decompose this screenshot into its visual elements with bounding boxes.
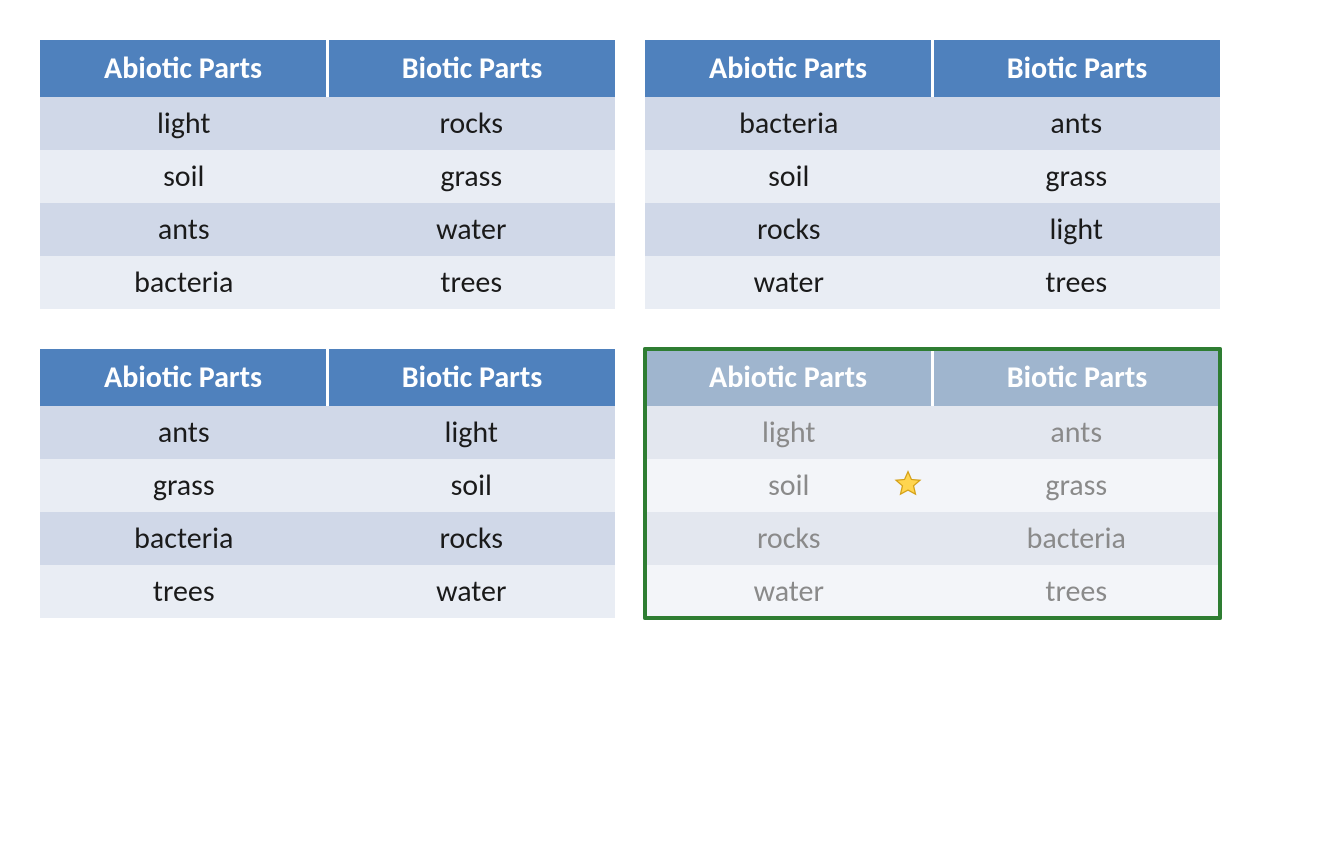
table-row: rocksbacteria: [645, 512, 1220, 565]
cell: bacteria: [40, 256, 328, 309]
table-row: bacteriaants: [645, 97, 1220, 150]
table-row: bacteriarocks: [40, 512, 615, 565]
table-row: antswater: [40, 203, 615, 256]
table-row: soil grass: [645, 459, 1220, 512]
cell: soil: [328, 459, 616, 512]
cell: ants: [933, 97, 1221, 150]
cell: trees: [40, 565, 328, 618]
cell: grass: [933, 150, 1221, 203]
cell: bacteria: [645, 97, 933, 150]
col-header-abiotic: Abiotic Parts: [645, 349, 933, 406]
cell: water: [328, 203, 616, 256]
table-header-row: Abiotic Parts Biotic Parts: [40, 40, 615, 97]
table-row: antslight: [40, 406, 615, 459]
col-header-biotic: Biotic Parts: [933, 349, 1221, 406]
cell: soil: [40, 150, 328, 203]
cell: ants: [40, 203, 328, 256]
table-row: treeswater: [40, 565, 615, 618]
cell: soil: [645, 150, 933, 203]
table-header-row: Abiotic Parts Biotic Parts: [645, 349, 1220, 406]
cell: trees: [933, 256, 1221, 309]
cell: ants: [40, 406, 328, 459]
table-1: Abiotic Parts Biotic Parts bacteriaants …: [645, 40, 1220, 309]
table-row: watertrees: [645, 565, 1220, 618]
star-icon: [893, 468, 923, 503]
table-3: Abiotic Parts Biotic Parts lightants soi…: [645, 349, 1220, 618]
cell: bacteria: [40, 512, 328, 565]
cell: grass: [933, 459, 1221, 512]
col-header-abiotic: Abiotic Parts: [40, 349, 328, 406]
table-header-row: Abiotic Parts Biotic Parts: [645, 40, 1220, 97]
cell: ants: [933, 406, 1221, 459]
table-0: Abiotic Parts Biotic Parts lightrocks so…: [40, 40, 615, 309]
cell: trees: [328, 256, 616, 309]
table-row: soilgrass: [40, 150, 615, 203]
cell: trees: [933, 565, 1221, 618]
table-row: soilgrass: [645, 150, 1220, 203]
cell: soil: [645, 459, 933, 512]
table-row: lightrocks: [40, 97, 615, 150]
cell: water: [645, 256, 933, 309]
cell: rocks: [328, 97, 616, 150]
table-row: bacteriatrees: [40, 256, 615, 309]
cell: bacteria: [933, 512, 1221, 565]
tables-grid: Abiotic Parts Biotic Parts lightrocks so…: [40, 40, 1220, 618]
cell: grass: [328, 150, 616, 203]
cell: water: [328, 565, 616, 618]
col-header-abiotic: Abiotic Parts: [645, 40, 933, 97]
table-panel-0: Abiotic Parts Biotic Parts lightrocks so…: [40, 40, 615, 309]
table-panel-3-selected[interactable]: Abiotic Parts Biotic Parts lightants soi…: [645, 349, 1220, 618]
cell: light: [933, 203, 1221, 256]
cell-text: soil: [768, 467, 809, 504]
table-row: grasssoil: [40, 459, 615, 512]
cell: rocks: [645, 512, 933, 565]
cell: light: [328, 406, 616, 459]
cell: rocks: [328, 512, 616, 565]
table-row: lightants: [645, 406, 1220, 459]
table-2: Abiotic Parts Biotic Parts antslight gra…: [40, 349, 615, 618]
col-header-abiotic: Abiotic Parts: [40, 40, 328, 97]
table-panel-2: Abiotic Parts Biotic Parts antslight gra…: [40, 349, 615, 618]
cell: light: [40, 97, 328, 150]
col-header-biotic: Biotic Parts: [328, 349, 616, 406]
table-row: rockslight: [645, 203, 1220, 256]
col-header-biotic: Biotic Parts: [933, 40, 1221, 97]
table-panel-1: Abiotic Parts Biotic Parts bacteriaants …: [645, 40, 1220, 309]
cell: grass: [40, 459, 328, 512]
cell: rocks: [645, 203, 933, 256]
cell: light: [645, 406, 933, 459]
table-header-row: Abiotic Parts Biotic Parts: [40, 349, 615, 406]
table-row: watertrees: [645, 256, 1220, 309]
col-header-biotic: Biotic Parts: [328, 40, 616, 97]
cell: water: [645, 565, 933, 618]
